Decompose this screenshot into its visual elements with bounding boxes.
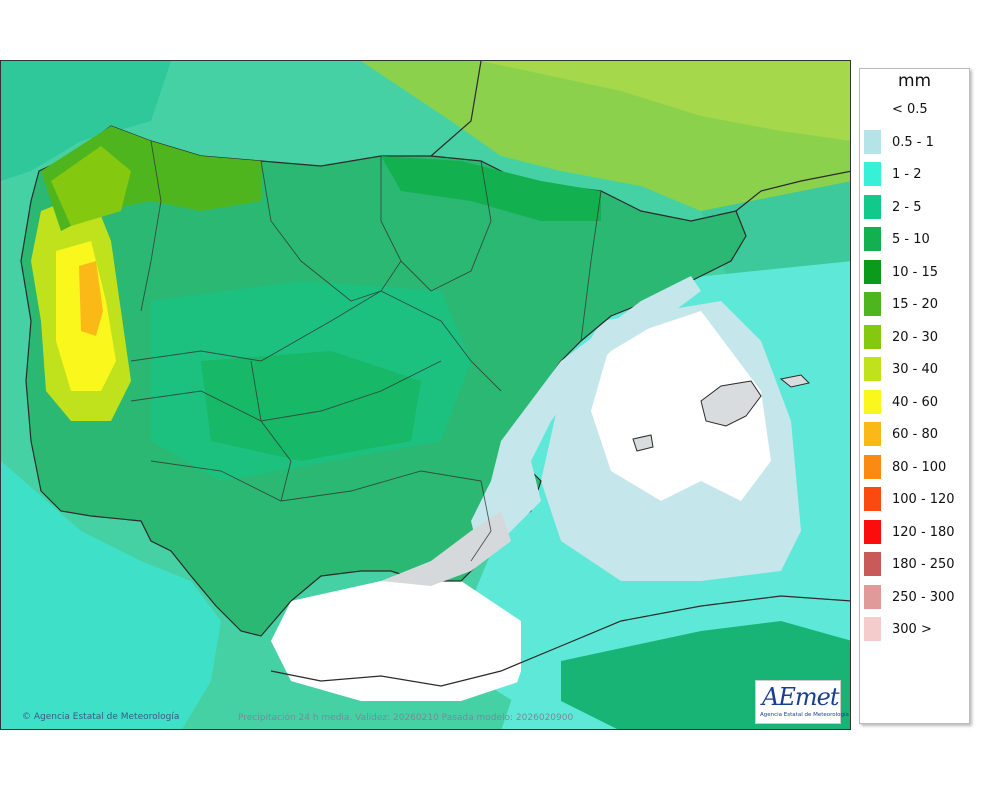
legend-swatch bbox=[864, 389, 881, 414]
legend-label: 1 - 2 bbox=[892, 167, 922, 182]
mallorca-island bbox=[700, 380, 762, 427]
legend-item: 1 - 2 bbox=[864, 162, 968, 188]
legend-swatch bbox=[864, 584, 881, 609]
legend-item: 2 - 5 bbox=[864, 194, 968, 221]
agency-credit: © Agencia Estatal de Meteorología bbox=[22, 712, 179, 722]
legend-unit: mm bbox=[897, 71, 932, 91]
galicia-band-20-30 bbox=[51, 146, 131, 226]
aemet-logo-subtitle: Agencia Estatal de Meteorología bbox=[760, 712, 849, 718]
ibiza-island bbox=[632, 434, 654, 452]
legend-swatch bbox=[864, 519, 881, 544]
legend-label: 300 > bbox=[892, 622, 932, 637]
legend-label: 60 - 80 bbox=[892, 427, 939, 442]
aemet-logo: AEmet Agencia Estatal de Meteorología bbox=[755, 680, 849, 724]
precipitation-legend: mm < 0.5 0.5 - 1 1 - 2 2 - 5 5 - 10 10 - 15 15… bbox=[859, 68, 970, 724]
legend-label: 100 - 120 bbox=[892, 492, 955, 507]
legend-swatch bbox=[864, 454, 881, 479]
legend-label: 0.5 - 1 bbox=[892, 134, 934, 150]
menorca-island bbox=[779, 374, 810, 388]
east-coast-dry-band bbox=[471, 276, 701, 561]
legend-label: 80 - 100 bbox=[892, 459, 947, 475]
legend-swatch bbox=[864, 357, 881, 381]
france-atlantic-coastline bbox=[430, 61, 482, 157]
legend-swatch bbox=[864, 487, 881, 511]
legend-item: 80 - 100 bbox=[864, 454, 968, 481]
alboran-dry-area bbox=[271, 581, 521, 701]
precipitation-map[interactable] bbox=[0, 60, 851, 730]
legend-label: 30 - 40 bbox=[892, 362, 939, 377]
north-high-area bbox=[481, 61, 850, 141]
legend-item: 15 - 20 bbox=[864, 292, 968, 318]
legend-item: 20 - 30 bbox=[864, 324, 968, 351]
legend-swatch bbox=[864, 292, 881, 316]
legend-swatch bbox=[864, 97, 881, 121]
legend-swatch bbox=[864, 422, 881, 446]
legend-label: 10 - 15 bbox=[892, 264, 939, 280]
legend-item: < 0.5 bbox=[864, 97, 968, 123]
interior-band-5-10 bbox=[201, 351, 421, 461]
north-africa-coastline bbox=[270, 595, 850, 687]
france-med-coastline bbox=[735, 170, 850, 212]
dry-sea-area bbox=[591, 311, 771, 501]
legend-label: 120 - 180 bbox=[892, 524, 955, 540]
legend-item: 180 - 250 bbox=[864, 552, 968, 578]
gulf-of-cadiz-area bbox=[1, 461, 221, 729]
legend-swatch bbox=[864, 129, 881, 154]
legend-swatch bbox=[864, 617, 881, 641]
legend-label: < 0.5 bbox=[892, 102, 928, 117]
legend-label: 2 - 5 bbox=[892, 199, 922, 215]
validity-caption: Precipitación 24 h media. Validez: 20260… bbox=[238, 713, 574, 723]
atlantic-nw-area bbox=[1, 61, 171, 181]
legend-item: 5 - 10 bbox=[864, 227, 968, 253]
aemet-logo-mark: AEmet bbox=[762, 683, 839, 711]
legend-swatch bbox=[864, 552, 881, 576]
legend-swatch bbox=[864, 194, 881, 219]
regional-borders bbox=[130, 140, 602, 562]
legend-swatch bbox=[864, 162, 881, 186]
legend-item: 60 - 80 bbox=[864, 422, 968, 448]
legend-label: 15 - 20 bbox=[892, 297, 939, 312]
legend-label: 20 - 30 bbox=[892, 329, 939, 345]
agency-credit-text: Agencia Estatal de Meteorología bbox=[33, 712, 180, 722]
legend-item: 40 - 60 bbox=[864, 389, 968, 416]
legend-item: 30 - 40 bbox=[864, 357, 968, 383]
southeast-dry-band bbox=[381, 511, 511, 586]
legend-label: 250 - 300 bbox=[892, 589, 955, 605]
map-svg bbox=[1, 61, 850, 729]
legend-item: 10 - 15 bbox=[864, 259, 968, 286]
legend-swatch bbox=[864, 227, 881, 251]
legend-swatch bbox=[864, 259, 881, 284]
copyright-icon: © bbox=[22, 712, 31, 722]
legend-item: 100 - 120 bbox=[864, 487, 968, 513]
legend-item: 300 > bbox=[864, 617, 968, 643]
legend-label: 40 - 60 bbox=[892, 394, 939, 410]
legend-label: 5 - 10 bbox=[892, 232, 930, 247]
legend-item: 250 - 300 bbox=[864, 584, 968, 611]
legend-swatch bbox=[864, 324, 881, 349]
legend-item: 0.5 - 1 bbox=[864, 129, 968, 156]
pyrenees-band-5-10 bbox=[381, 156, 601, 221]
portugal-band-60-80 bbox=[79, 261, 103, 336]
legend-label: 180 - 250 bbox=[892, 557, 955, 572]
legend-item: 120 - 180 bbox=[864, 519, 968, 546]
